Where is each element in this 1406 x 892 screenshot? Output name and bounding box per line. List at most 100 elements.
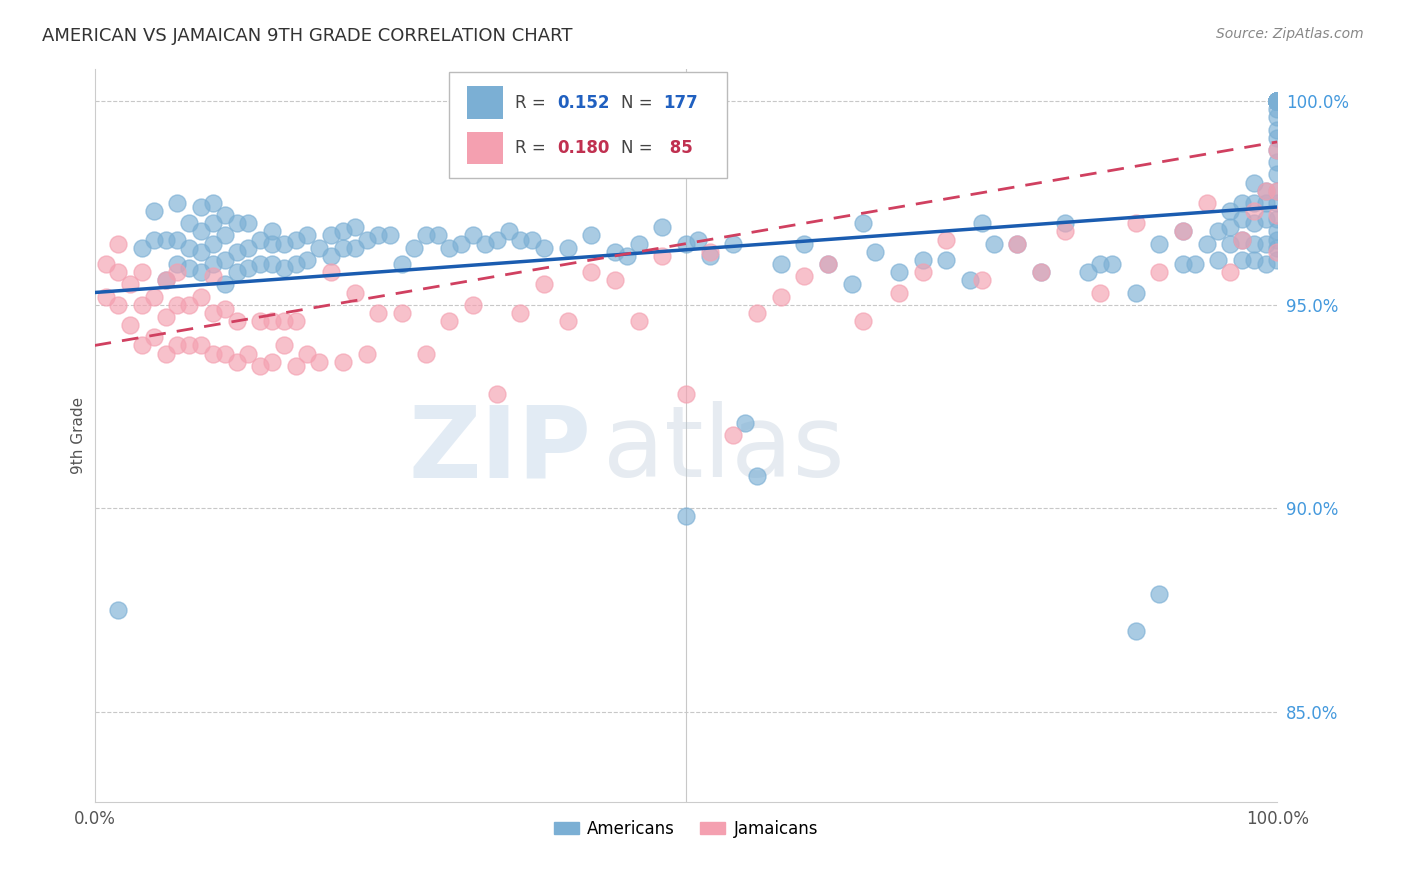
Point: [249, 257, 271, 271]
Point: [1267, 143, 1289, 157]
Point: [699, 244, 721, 259]
Point: [1254, 257, 1277, 271]
Point: [367, 306, 389, 320]
Point: [557, 241, 579, 255]
Point: [1267, 168, 1289, 182]
Point: [734, 416, 756, 430]
Point: [911, 252, 934, 267]
Point: [651, 249, 673, 263]
Point: [887, 285, 910, 300]
Point: [1267, 94, 1289, 108]
Point: [675, 236, 697, 251]
Point: [249, 359, 271, 373]
Point: [616, 249, 638, 263]
Point: [1267, 94, 1289, 108]
Point: [1267, 94, 1289, 108]
Point: [321, 249, 343, 263]
Point: [142, 233, 165, 247]
Point: [686, 233, 709, 247]
Point: [225, 244, 247, 259]
Point: [1267, 94, 1289, 108]
Point: [214, 301, 236, 316]
Point: [887, 265, 910, 279]
Point: [1267, 143, 1289, 157]
Point: [1077, 265, 1099, 279]
Point: [273, 236, 295, 251]
Point: [723, 236, 745, 251]
Point: [1267, 94, 1289, 108]
Text: ZIP: ZIP: [409, 401, 592, 499]
Text: N =: N =: [621, 139, 658, 157]
Point: [166, 195, 188, 210]
Point: [474, 236, 496, 251]
Point: [225, 355, 247, 369]
Point: [238, 261, 260, 276]
Point: [1147, 236, 1170, 251]
Point: [166, 298, 188, 312]
Point: [745, 306, 768, 320]
Point: [485, 387, 508, 401]
Point: [1267, 94, 1289, 108]
Point: [533, 277, 555, 292]
Point: [959, 273, 981, 287]
Point: [308, 241, 330, 255]
Point: [1267, 94, 1289, 108]
Point: [1007, 236, 1029, 251]
Point: [1267, 94, 1289, 108]
Point: [461, 298, 484, 312]
Point: [793, 269, 815, 284]
Point: [214, 208, 236, 222]
Point: [439, 241, 461, 255]
Point: [1147, 265, 1170, 279]
Point: [1267, 94, 1289, 108]
Point: [1267, 94, 1289, 108]
Point: [1230, 252, 1253, 267]
Point: [1267, 184, 1289, 198]
Point: [1195, 236, 1218, 251]
Point: [1267, 241, 1289, 255]
Point: [1267, 252, 1289, 267]
Point: [131, 241, 153, 255]
Point: [1230, 233, 1253, 247]
Point: [402, 241, 425, 255]
Point: [970, 216, 993, 230]
Point: [651, 220, 673, 235]
Point: [1088, 257, 1111, 271]
Point: [284, 314, 307, 328]
Point: [190, 200, 212, 214]
Point: [1267, 94, 1289, 108]
Point: [249, 314, 271, 328]
Point: [260, 355, 283, 369]
Point: [96, 257, 118, 271]
Point: [380, 228, 402, 243]
Point: [179, 241, 201, 255]
Text: R =: R =: [515, 94, 551, 112]
Point: [1267, 122, 1289, 136]
Point: [1243, 216, 1265, 230]
Text: R =: R =: [515, 139, 551, 157]
Point: [297, 346, 319, 360]
Y-axis label: 9th Grade: 9th Grade: [72, 396, 86, 474]
Point: [214, 346, 236, 360]
Point: [852, 216, 875, 230]
Point: [1029, 265, 1052, 279]
Point: [107, 603, 129, 617]
Point: [166, 233, 188, 247]
Point: [308, 355, 330, 369]
Point: [1267, 195, 1289, 210]
Point: [415, 346, 437, 360]
Point: [1243, 236, 1265, 251]
Point: [142, 330, 165, 344]
Point: [260, 224, 283, 238]
Point: [1029, 265, 1052, 279]
Point: [1267, 94, 1289, 108]
Point: [1267, 233, 1289, 247]
Point: [238, 216, 260, 230]
Point: [1267, 94, 1289, 108]
Legend: Americans, Jamaicans: Americans, Jamaicans: [547, 814, 825, 845]
Point: [179, 338, 201, 352]
Point: [1267, 94, 1289, 108]
Point: [201, 236, 224, 251]
Point: [1219, 236, 1241, 251]
Point: [1125, 216, 1147, 230]
